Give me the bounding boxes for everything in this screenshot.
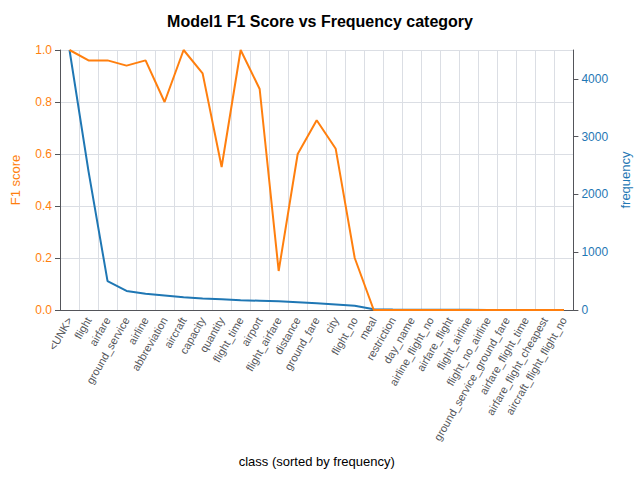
svg-text:F1 score: F1 score	[8, 155, 23, 206]
svg-text:day_name: day_name	[380, 315, 417, 366]
svg-text:airfare_flight_time: airfare_flight_time	[477, 315, 532, 397]
svg-text:quantity: quantity	[197, 315, 227, 355]
svg-text:airfare_flight_cheapest: airfare_flight_cheapest	[484, 315, 551, 418]
svg-text:airline: airline	[125, 315, 151, 347]
svg-text:2000: 2000	[581, 187, 608, 201]
svg-text:0.4: 0.4	[35, 199, 52, 213]
svg-text:airfare_flight: airfare_flight	[414, 315, 455, 374]
svg-text:ground_fare: ground_fare	[282, 315, 322, 372]
svg-text:0.2: 0.2	[35, 251, 52, 265]
svg-text:flight_time: flight_time	[210, 315, 246, 365]
svg-text:4000: 4000	[581, 72, 608, 86]
svg-text:frequency: frequency	[618, 151, 633, 209]
svg-text:aircraft_flight_flight_no: aircraft_flight_flight_no	[503, 315, 569, 417]
svg-text:1000: 1000	[581, 245, 608, 259]
svg-text:aircraft: aircraft	[161, 315, 189, 351]
svg-text:Model1 F1 Score vs Frequency c: Model1 F1 Score vs Frequency category	[167, 13, 473, 30]
svg-text:0.8: 0.8	[35, 95, 52, 109]
svg-text:airfare: airfare	[86, 315, 113, 348]
svg-text:restriction: restriction	[363, 315, 398, 363]
svg-text:<UNK>: <UNK>	[46, 315, 74, 352]
svg-text:1.0: 1.0	[35, 43, 52, 57]
svg-text:0.6: 0.6	[35, 147, 52, 161]
svg-text:airport: airport	[238, 315, 265, 348]
svg-text:flight_airfare: flight_airfare	[243, 315, 284, 374]
svg-text:0.0: 0.0	[35, 303, 52, 317]
svg-text:abbreviation: abbreviation	[129, 315, 170, 373]
svg-text:0: 0	[581, 303, 588, 317]
svg-text:capacity: capacity	[177, 315, 208, 356]
svg-text:distance: distance	[272, 315, 303, 357]
svg-text:class (sorted by frequency): class (sorted by frequency)	[239, 454, 395, 469]
svg-text:flight_no: flight_no	[329, 315, 360, 357]
svg-text:city: city	[322, 315, 341, 336]
svg-text:ground_service_ground_fare: ground_service_ground_fare	[431, 315, 512, 443]
svg-text:flight_no_airline: flight_no_airline	[444, 315, 493, 388]
svg-text:flight: flight	[71, 315, 94, 342]
svg-text:flight_airline: flight_airline	[434, 315, 474, 372]
svg-text:ground_service: ground_service	[84, 315, 132, 386]
svg-text:meal: meal	[356, 315, 379, 342]
svg-text:3000: 3000	[581, 130, 608, 144]
svg-text:airline_flight_no: airline_flight_no	[387, 315, 436, 388]
